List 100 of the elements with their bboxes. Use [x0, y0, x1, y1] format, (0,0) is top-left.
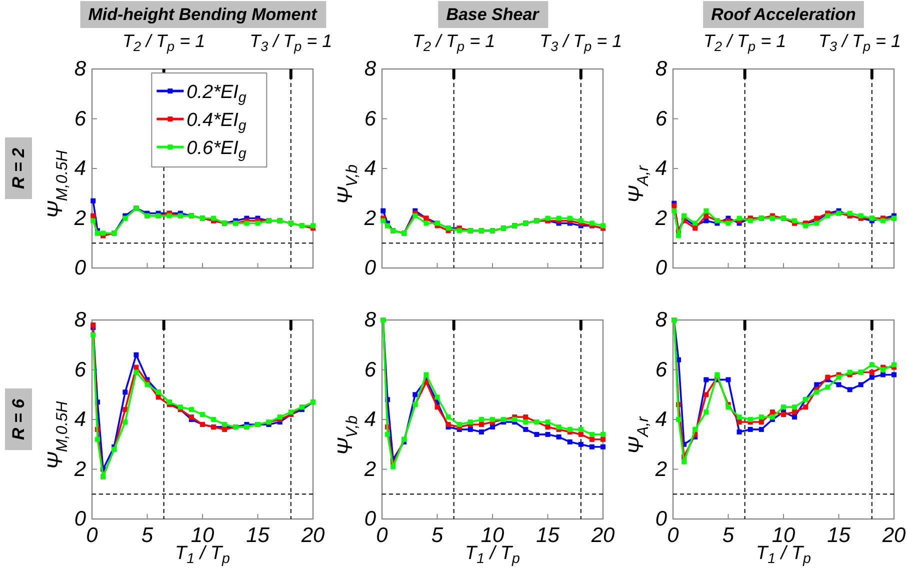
point: [814, 220, 820, 226]
point: [704, 377, 709, 382]
point: [736, 216, 742, 221]
y-tick-label: 0: [364, 508, 376, 531]
point: [478, 422, 484, 427]
point: [412, 213, 418, 218]
y-tick-label: 4: [655, 157, 667, 180]
y-tick-label: 2: [654, 206, 668, 230]
point: [490, 417, 495, 422]
point: [90, 218, 96, 224]
point: [726, 377, 731, 382]
text: T$_{3}$ / T$_{p}$ = 1: [250, 31, 332, 54]
y-tick-label: 2: [363, 206, 376, 230]
point: [156, 394, 161, 400]
point: [523, 426, 528, 432]
y-tick-label: 6: [655, 107, 668, 130]
x-tick-label: 15: [827, 524, 851, 547]
point: [211, 216, 216, 221]
x-axis-title: T$_{1}$ / T$_{p}$: [756, 543, 812, 568]
point: [434, 394, 440, 400]
point: [178, 404, 183, 410]
point: [858, 213, 864, 218]
point: [781, 404, 786, 410]
point: [434, 404, 440, 410]
point: [90, 198, 96, 204]
point: [545, 432, 550, 437]
point: [600, 444, 606, 450]
point: [310, 223, 316, 228]
point: [814, 216, 820, 221]
point: [736, 419, 742, 424]
point: [869, 370, 874, 375]
point: [869, 362, 874, 368]
point: [892, 372, 896, 378]
point: [792, 414, 798, 420]
y-tick-label: 8: [655, 308, 668, 332]
point: [692, 226, 698, 231]
y-tick-label: 6: [364, 358, 376, 382]
point: [726, 220, 731, 226]
point: [188, 407, 194, 412]
point: [134, 364, 139, 370]
point: [758, 414, 764, 420]
point: [676, 233, 682, 238]
point: [222, 426, 228, 432]
point: [556, 424, 562, 430]
y-tick-label: 0: [364, 256, 376, 280]
legend-label: 0.2*EI$_{g}$: [186, 82, 246, 106]
point: [578, 432, 584, 437]
point: [672, 208, 677, 214]
point: [600, 436, 606, 442]
point: [704, 208, 709, 214]
point: [523, 414, 528, 420]
point: [545, 424, 550, 430]
point: [512, 417, 518, 422]
point: [589, 432, 594, 437]
point: [880, 367, 886, 372]
point: [545, 216, 550, 221]
y-tick-label: 2: [73, 206, 86, 230]
point: [814, 390, 820, 395]
point: [446, 422, 451, 427]
y-tick-label: 8: [364, 308, 376, 332]
point: [803, 223, 808, 228]
point: [869, 374, 874, 380]
point: [836, 374, 842, 380]
text: T$_{2}$ / T$_{p}$ = 1: [122, 31, 206, 54]
point: [714, 372, 720, 378]
point: [847, 210, 852, 216]
point: [490, 424, 495, 430]
point: [600, 223, 606, 228]
point: [122, 419, 128, 424]
y-tick-label: 2: [363, 458, 376, 481]
x-tick-label: 5: [722, 524, 734, 547]
text: R = 2: [9, 147, 28, 190]
y-tick-label: 2: [73, 458, 86, 481]
y-tick-label: 0: [655, 508, 668, 531]
point: [100, 230, 106, 236]
y-tick-label: 6: [74, 107, 86, 130]
text: T$_{3}$ / T$_{p}$ = 1: [818, 31, 901, 54]
point: [692, 426, 698, 432]
point: [556, 434, 562, 440]
x-tick-label: 15: [246, 524, 270, 547]
point: [578, 218, 584, 224]
point: [222, 422, 228, 427]
text: T$_{2}$ / T$_{p}$ = 1: [412, 31, 496, 54]
point: [90, 332, 96, 338]
x-axis-title: T$_{1}$ / T$_{p}$: [465, 543, 520, 568]
point: [770, 410, 775, 415]
y-tick-label: 0: [74, 256, 86, 280]
x-tick-label: 15: [536, 524, 560, 547]
point: [792, 218, 798, 224]
x-tick-label: 5: [141, 524, 154, 547]
legend-label: 0.4*EI$_{g}$: [186, 110, 246, 134]
point: [600, 432, 606, 437]
point: [468, 426, 473, 432]
point: [836, 382, 842, 388]
chart-title: Base Shear: [446, 5, 540, 24]
point: [122, 407, 128, 412]
point: [825, 213, 830, 218]
point: [380, 218, 386, 224]
y-tick-label: 4: [74, 157, 86, 180]
point: [736, 429, 742, 434]
